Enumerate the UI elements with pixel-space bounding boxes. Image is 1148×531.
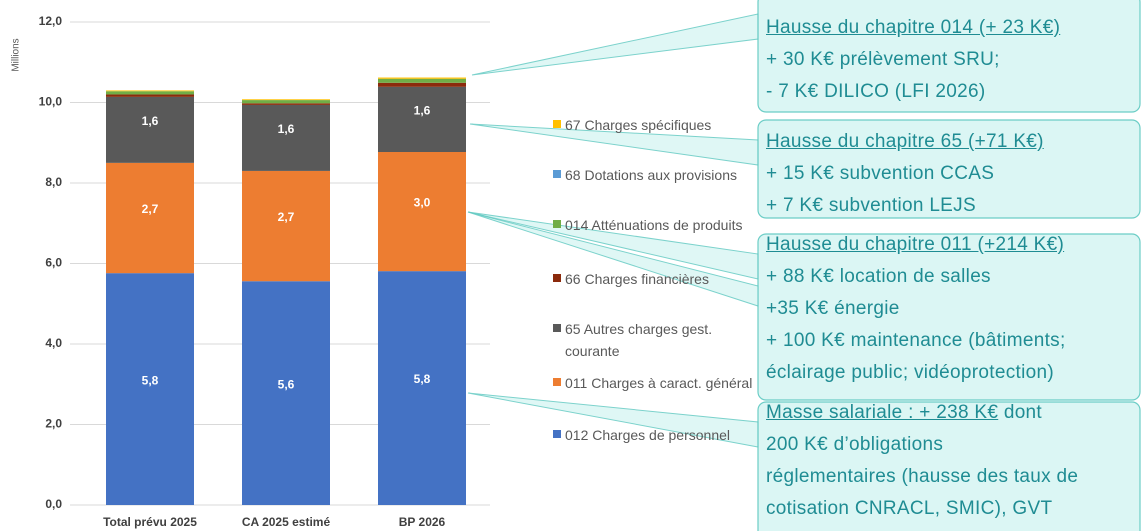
callout-line: cotisation CNRACL, SMIC), GVT	[766, 498, 1053, 519]
callout-pointer	[471, 13, 759, 76]
x-tick-label: CA 2025 estimé	[242, 515, 331, 529]
bar-segment	[242, 170, 330, 282]
callout-heading-line: Hausse du chapitre 011 (+214 K€)	[766, 229, 1066, 261]
callout-text: Hausse du chapitre 65 (+71 K€) + 15 K€ su…	[766, 126, 1044, 222]
legend-label: 012 Charges de personnel	[565, 427, 731, 443]
callout-line: 200 K€ d’obligations	[766, 434, 944, 455]
callout-heading-line: Hausse du chapitre 65 (+71 K€)	[766, 126, 1044, 158]
legend-item: 66 Charges financières	[553, 268, 765, 290]
legend-swatch	[553, 220, 561, 228]
callout-line: + 30 K€ prélèvement SRU;	[766, 49, 1000, 70]
callout-line: réglementaires (hausse des taux de	[766, 466, 1079, 487]
y-tick-label: 12,0	[39, 14, 63, 28]
legend-item: 012 Charges de personnel	[553, 424, 765, 446]
data-label: 1,6	[278, 122, 295, 136]
callout-text: Hausse du chapitre 011 (+214 K€) + 88 K€ …	[766, 229, 1066, 389]
y-tick-label: 2,0	[45, 417, 62, 431]
callout-line: + 100 K€ maintenance (bâtiments;	[766, 330, 1066, 351]
bar-segment	[106, 96, 194, 163]
legend-label: 014 Atténuations de produits	[565, 217, 743, 233]
callout-box	[757, 0, 1141, 113]
bar-segment	[106, 94, 194, 97]
callout-line: éclairage public; vidéoprotection)	[766, 362, 1054, 383]
bar-segment	[106, 91, 194, 95]
data-label: 1,6	[142, 114, 159, 128]
y-tick-label: 4,0	[45, 336, 62, 350]
x-tick-label: BP 2026	[399, 515, 446, 529]
bar-segment	[378, 152, 466, 272]
callout-pointer	[467, 211, 759, 307]
callout-heading-after: dont	[1003, 402, 1043, 423]
callout-heading: Hausse du chapitre 011 (+214 K€)	[766, 234, 1065, 255]
callout-box	[757, 119, 1141, 219]
bar-segment	[378, 78, 466, 83]
bar-segment	[242, 99, 330, 101]
legend-item: 011 Charges à caract. général	[553, 372, 765, 394]
legend-item: 68 Dotations aux provisions	[553, 164, 765, 186]
y-axis-label: Millions	[11, 38, 22, 71]
legend-item: 65 Autres charges gest. courante	[553, 318, 765, 362]
callout-line: +35 K€ énergie	[766, 298, 900, 319]
legend-swatch	[553, 120, 561, 128]
bar-segment	[106, 273, 194, 505]
bar-segment	[378, 77, 466, 79]
callout-heading: Masse salariale : + 238 K€	[766, 402, 999, 423]
bar-segment	[106, 90, 194, 92]
callout-box	[757, 401, 1141, 531]
callout-box	[757, 233, 1141, 401]
y-tick-label: 6,0	[45, 256, 62, 270]
legend-label: 66 Charges financières	[565, 271, 709, 287]
bar-segment	[242, 100, 330, 104]
y-tick-label: 8,0	[45, 175, 62, 189]
callout-heading: Hausse du chapitre 014 (+ 23 K€)	[766, 17, 1061, 38]
data-label: 5,6	[278, 377, 295, 391]
legend-label: 65 Autres charges gest. courante	[565, 321, 713, 359]
callout-line: + 7 K€ subvention LEJS	[766, 195, 976, 216]
callout-heading: Hausse du chapitre 65 (+71 K€)	[766, 131, 1044, 152]
legend-label: 011 Charges à caract. général	[565, 375, 753, 391]
y-tick-label: 10,0	[39, 95, 63, 109]
bar-segment	[242, 103, 330, 105]
data-label: 1,6	[414, 104, 431, 118]
legend-swatch	[553, 274, 561, 282]
y-tick-label: 0,0	[45, 497, 62, 511]
callout-line: - 7 K€ DILICO (LFI 2026)	[766, 81, 986, 102]
legend-item: 014 Atténuations de produits	[553, 214, 765, 236]
bar-segment	[378, 82, 466, 87]
legend-label: 67 Charges spécifiques	[565, 117, 712, 133]
x-tick-label: Total prévu 2025	[103, 515, 197, 529]
legend-swatch	[553, 430, 561, 438]
callout-heading-line: Hausse du chapitre 014 (+ 23 K€)	[766, 12, 1060, 44]
data-label: 5,8	[142, 373, 159, 387]
bar-segment	[378, 271, 466, 505]
legend-swatch	[553, 170, 561, 178]
callout-line: + 88 K€ location de salles	[766, 266, 991, 287]
data-label: 3,0	[414, 196, 431, 210]
legend-swatch	[553, 324, 561, 332]
bar-segment	[106, 162, 194, 274]
legend-item: 67 Charges spécifiques	[553, 114, 765, 136]
data-label: 2,7	[142, 202, 159, 216]
legend-label: 68 Dotations aux provisions	[565, 167, 737, 183]
bar-segment	[242, 281, 330, 505]
callout-text: Hausse du chapitre 014 (+ 23 K€) + 30 K€ …	[766, 12, 1060, 108]
callout-text: Masse salariale : + 238 K€ dont 200 K€ d’…	[766, 397, 1078, 525]
bar-segment	[378, 86, 466, 153]
data-label: 2,7	[278, 210, 295, 224]
data-label: 5,8	[414, 372, 431, 386]
legend-swatch	[553, 378, 561, 386]
bar-segment	[242, 104, 330, 171]
callout-line: + 15 K€ subvention CCAS	[766, 163, 995, 184]
callout-heading-line: Masse salariale : + 238 K€ dont	[766, 397, 1078, 429]
